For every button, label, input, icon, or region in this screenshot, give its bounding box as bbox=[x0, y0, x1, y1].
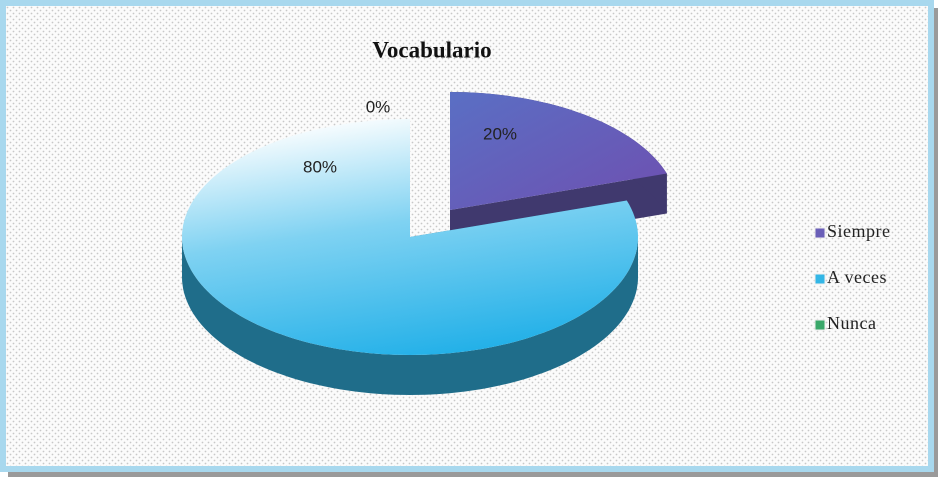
legend: Siempre A veces Nunca bbox=[814, 221, 891, 333]
chart-title: Vocabulario bbox=[372, 37, 491, 62]
legend-label: Siempre bbox=[827, 221, 891, 241]
legend-marker bbox=[814, 319, 826, 331]
legend-marker bbox=[814, 227, 826, 239]
data-label: 20% bbox=[483, 124, 517, 143]
data-label: 80% bbox=[303, 157, 337, 176]
legend-label: Nunca bbox=[827, 313, 876, 333]
legend-label: A veces bbox=[827, 267, 887, 287]
legend-marker bbox=[814, 273, 826, 285]
slice-side bbox=[182, 237, 638, 395]
pie bbox=[182, 92, 667, 395]
labels: 20% 80% 0% bbox=[303, 97, 517, 176]
slice bbox=[182, 119, 638, 355]
data-label: 0% bbox=[366, 97, 391, 116]
slice bbox=[450, 92, 667, 210]
